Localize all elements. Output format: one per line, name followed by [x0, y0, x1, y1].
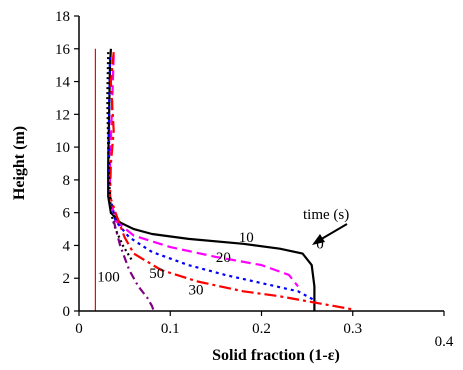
y-tick-label: 16 — [55, 42, 71, 58]
y-tick-label: 14 — [55, 75, 71, 91]
annotation-arrow — [312, 223, 348, 245]
series-line-100 — [112, 220, 155, 312]
x-tick-label: 0.4 — [435, 334, 454, 350]
series-line-30 — [108, 51, 353, 311]
series-line-20 — [108, 56, 317, 303]
x-tick-label: 0.2 — [252, 321, 271, 337]
series-label-20: 20 — [216, 250, 231, 266]
x-tick-label: 0.3 — [343, 321, 362, 337]
series-label-30: 30 — [189, 283, 204, 299]
y-tick-label: 2 — [63, 271, 71, 287]
y-tick-label: 6 — [63, 206, 71, 222]
y-tick-label: 8 — [63, 173, 71, 189]
x-axis-title: Solid fraction (1-ε) — [212, 347, 340, 364]
series-label-50: 50 — [149, 266, 164, 282]
axes: 0 2 4 6 8 10 12 14 16 18 0 0.1 0.2 0.3 0.4 — [55, 9, 454, 350]
series-label-100: 100 — [97, 270, 120, 286]
plot-area: 0 10 20 30 50 100 — [94, 48, 353, 312]
series-label-0: 0 — [316, 237, 324, 253]
series-line-10 — [108, 55, 299, 288]
time-annotation-title: time (s) — [303, 207, 349, 223]
y-tick-label: 18 — [55, 9, 70, 25]
y-axis-title: Height (m) — [11, 126, 28, 200]
x-tick-label: 0 — [75, 321, 83, 337]
y-tick-label: 4 — [63, 238, 71, 254]
y-tick-label: 10 — [55, 140, 70, 156]
series-label-10: 10 — [239, 230, 254, 246]
y-tick-label: 0 — [63, 304, 71, 320]
y-tick-label: 12 — [55, 107, 70, 123]
x-tick-label: 0.1 — [161, 321, 180, 337]
